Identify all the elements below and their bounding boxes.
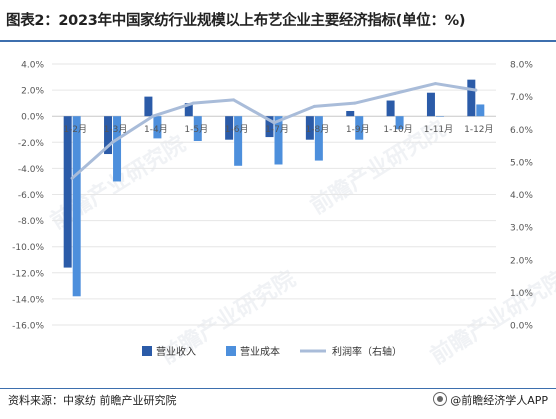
cost-bar: [314, 116, 323, 161]
profit-rate-point: [353, 101, 357, 105]
cost-bar: [72, 116, 81, 297]
right-tick-label: 3.0%: [510, 224, 533, 234]
category-label: 1-8月: [306, 124, 330, 135]
right-tick-label: 7.0%: [510, 93, 533, 103]
title-bar: 图表2：2023年中国家纺行业规模以上布艺企业主要经济指标(单位：%): [0, 0, 556, 44]
revenue-bar: [265, 116, 274, 138]
cost-bar: [355, 116, 364, 140]
brand-logo-icon: [433, 392, 448, 406]
legend-label: 利润率（右轴）: [332, 345, 402, 358]
cost-bar: [193, 116, 202, 141]
right-tick-label: 5.0%: [510, 158, 533, 168]
cost-bar: [274, 116, 283, 165]
left-axis-labels: 4.0% 2.0% 0.0% -2.0% -4.0% -6.0% -8.0% -10.0% -1…: [12, 61, 44, 332]
revenue-bar: [104, 116, 113, 155]
revenue-bar: [144, 96, 153, 117]
right-tick-label: 4.0%: [510, 191, 533, 201]
brand-note: @前瞻经济学人APP: [433, 392, 548, 408]
chart-title: 图表2：2023年中国家纺行业规模以上布艺企业主要经济指标(单位：%): [6, 13, 466, 29]
profit-rate-point: [433, 82, 437, 86]
revenue-bar: [426, 92, 435, 117]
profit-rate-point: [70, 176, 74, 180]
left-tick-label: -4.0%: [18, 165, 45, 175]
profit-rate-point: [474, 88, 478, 92]
left-tick-label: -8.0%: [18, 217, 45, 227]
left-tick-label: -2.0%: [18, 139, 45, 149]
bars-layer: [63, 79, 485, 297]
legend-label: 营业成本: [240, 345, 280, 358]
revenue-bar: [346, 110, 355, 117]
brand-text: @前瞻经济学人APP: [450, 394, 548, 407]
cost-bar: [153, 116, 162, 139]
cost-bar: [435, 116, 444, 117]
category-label: 1-9月: [346, 124, 370, 135]
title-divider: [0, 40, 556, 42]
right-tick-label: 0.0%: [510, 322, 533, 332]
left-tick-label: 2.0%: [21, 87, 44, 97]
cost-bar: [234, 116, 243, 166]
category-label: 1-10月: [383, 124, 412, 135]
legend-label: 营业收入: [156, 345, 196, 358]
profit-rate-point: [312, 104, 316, 108]
category-label: 1-3月: [104, 124, 128, 135]
right-tick-label: 1.0%: [510, 289, 533, 299]
category-label: 1-12月: [464, 124, 493, 135]
profit-rate-point: [272, 121, 276, 125]
left-tick-label: -16.0%: [12, 322, 44, 332]
revenue-bar: [305, 116, 314, 140]
left-tick-label: -12.0%: [12, 269, 44, 279]
legend-swatch: [142, 346, 152, 356]
left-tick-label: 4.0%: [21, 61, 44, 71]
left-tick-label: 0.0%: [21, 113, 44, 123]
category-label: 1-4月: [144, 124, 168, 135]
category-label: 1-11月: [424, 124, 453, 135]
right-tick-label: 8.0%: [510, 61, 533, 71]
cost-bar: [113, 116, 122, 182]
revenue-bar: [63, 116, 72, 268]
profit-rate-point: [232, 98, 236, 102]
revenue-bar: [386, 100, 395, 117]
source-note: 资料来源：中家纺 前瞻产业研究院: [8, 394, 177, 407]
revenue-bar: [184, 103, 193, 117]
profit-rate-point: [151, 114, 155, 118]
left-tick-label: -10.0%: [12, 243, 44, 253]
footer-divider: [0, 388, 556, 389]
left-tick-label: -6.0%: [18, 191, 45, 201]
category-labels: 1-2月 1-3月 1-4月 1-5月 1-6月 1-7月 1-8月 1-9月 1-10月 1-1…: [63, 124, 493, 135]
profit-rate-point: [191, 101, 195, 105]
revenue-bar: [467, 79, 476, 117]
legend: 营业收入 营业成本 利润率（右轴）: [142, 345, 402, 358]
profit-rate-point: [393, 91, 397, 95]
right-axis-labels: 8.0% 7.0% 6.0% 5.0% 4.0% 3.0% 2.0% 1.0% 0.0%: [510, 61, 533, 332]
right-tick-label: 6.0%: [510, 126, 533, 136]
right-tick-label: 2.0%: [510, 256, 533, 266]
cost-bar: [476, 104, 485, 117]
chart: 4.0% 2.0% 0.0% -2.0% -4.0% -6.0% -8.0% -10.0% -1…: [12, 61, 533, 359]
profit-rate-point: [111, 140, 115, 144]
category-label: 1-5月: [184, 124, 208, 135]
line-layer: [70, 82, 478, 180]
category-label: 1-6月: [225, 124, 249, 135]
legend-swatch: [226, 346, 236, 356]
cost-bar: [395, 116, 404, 130]
revenue-bar: [225, 116, 234, 140]
category-label: 1-2月: [63, 124, 87, 135]
left-tick-label: -14.0%: [12, 295, 44, 305]
grid-layer: [52, 63, 496, 326]
category-label: 1-7月: [265, 124, 289, 135]
